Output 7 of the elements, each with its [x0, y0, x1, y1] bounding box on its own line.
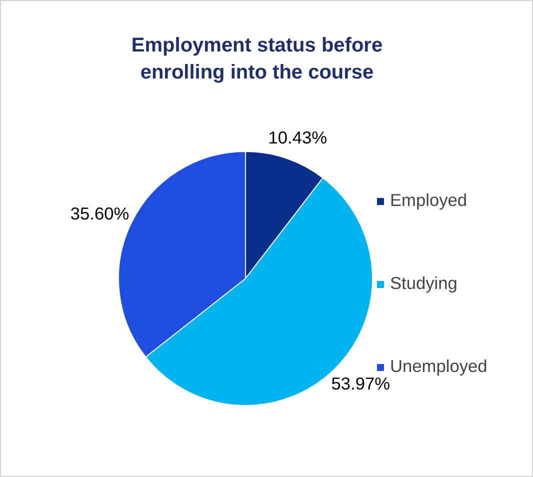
legend-label: Unemployed — [390, 356, 488, 377]
legend-label: Studying — [390, 273, 458, 294]
chart-title: Employment status before enrolling into the course — [131, 34, 383, 84]
data-label: 53.97% — [331, 373, 390, 394]
data-label: 35.60% — [70, 203, 130, 224]
legend-label: Employed — [390, 190, 468, 211]
data-label: 10.43% — [268, 127, 328, 148]
